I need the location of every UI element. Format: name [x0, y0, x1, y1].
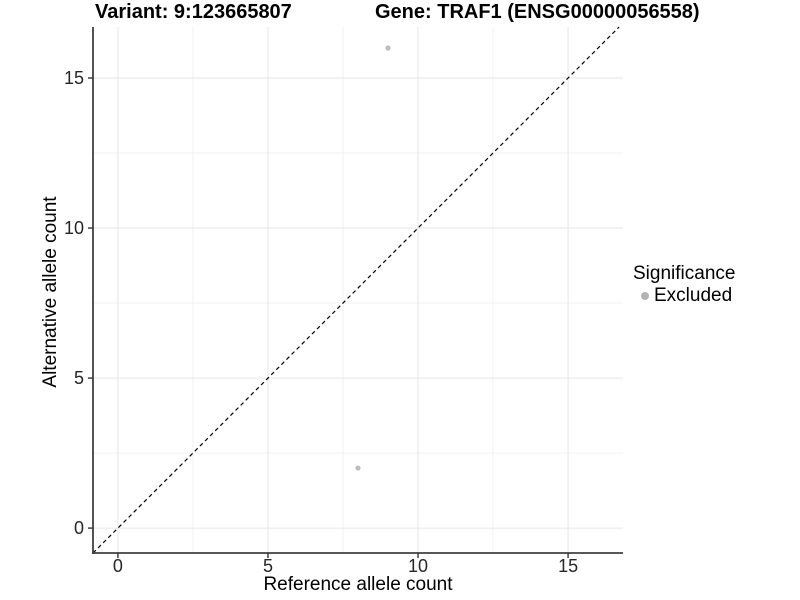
y-tick-label: 0 [73, 518, 84, 539]
data-point [355, 465, 361, 471]
x-tick-label: 10 [408, 556, 429, 576]
y-axis-title: Alternative allele count [40, 196, 61, 388]
y-tick-label: 15 [63, 68, 84, 88]
legend-point-icon [641, 292, 649, 300]
legend-item-excluded: Excluded [633, 285, 735, 307]
identity-reference-line [92, 26, 620, 554]
x-tick-label: 5 [262, 556, 273, 576]
y-tick-label: 10 [63, 218, 84, 239]
legend-item-label: Excluded [654, 285, 733, 306]
x-axis-title: Reference allele count [263, 574, 453, 595]
plot-title-variant: Variant: 9:123665807 [95, 1, 292, 23]
plot-title-gene: Gene: TRAF1 (ENSG00000056558) [375, 1, 700, 23]
legend: Significance Excluded [633, 262, 735, 307]
legend-title: Significance [633, 263, 736, 284]
data-point [385, 45, 391, 51]
x-tick-label: 15 [558, 556, 579, 576]
x-tick-label: 0 [112, 556, 123, 576]
y-tick-label: 5 [73, 368, 84, 389]
